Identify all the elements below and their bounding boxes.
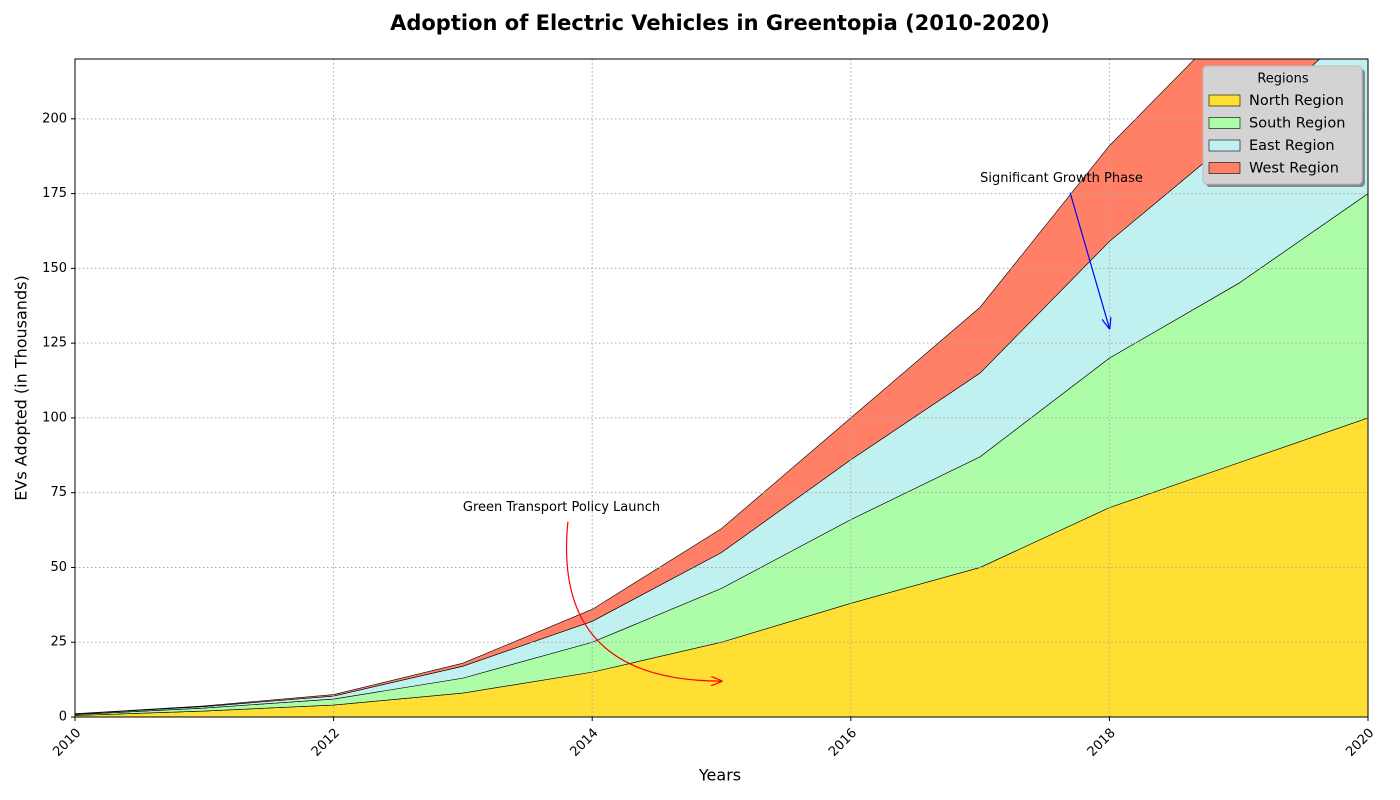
x-tick-label: 2014 [567, 726, 601, 760]
x-tick-label: 2016 [826, 726, 860, 760]
legend-label: North Region [1249, 93, 1344, 109]
legend-title: Regions [1257, 72, 1309, 87]
x-tick-label: 2010 [50, 726, 84, 760]
annotation-arrow [1069, 192, 1109, 329]
legend-box [1202, 65, 1363, 185]
y-tick-label: 50 [50, 560, 67, 575]
y-tick-label: 0 [59, 710, 67, 725]
plot-area [75, 59, 1368, 717]
y-axis-label: EVs Adopted (in Thousands) [12, 275, 31, 500]
y-tick-label: 75 [50, 485, 67, 500]
x-axis-label: Years [698, 766, 741, 785]
annotation-arrow [565, 521, 722, 681]
annotation: Significant Growth Phase [980, 171, 1143, 186]
y-tick-label: 25 [50, 635, 67, 650]
y-tick-label: 125 [42, 336, 67, 351]
y-tick-label: 150 [42, 261, 67, 276]
legend-swatch [1208, 139, 1241, 152]
legend-label: West Region [1249, 161, 1339, 177]
chart-title: Adoption of Electric Vehicles in Greento… [390, 11, 1050, 35]
legend-swatch [1208, 94, 1241, 107]
legend-label: East Region [1249, 138, 1335, 154]
x-tick-label: 2018 [1085, 726, 1119, 760]
legend: Regions North Region South Region East Regi… [1202, 65, 1365, 187]
legend-swatch [1208, 117, 1241, 129]
area [75, 59, 1320, 715]
plot-frame [74, 58, 1369, 718]
y-tick-label: 175 [42, 186, 67, 201]
y-tick-label: 100 [42, 410, 67, 425]
y-tick-label: 200 [42, 111, 67, 126]
legend-label: South Region [1249, 116, 1345, 132]
x-tick-label: 2020 [1343, 726, 1377, 760]
x-tick-label: 2012 [309, 726, 343, 760]
annotation: Green Transport Policy Launch [463, 500, 660, 515]
legend-swatch [1208, 162, 1241, 174]
